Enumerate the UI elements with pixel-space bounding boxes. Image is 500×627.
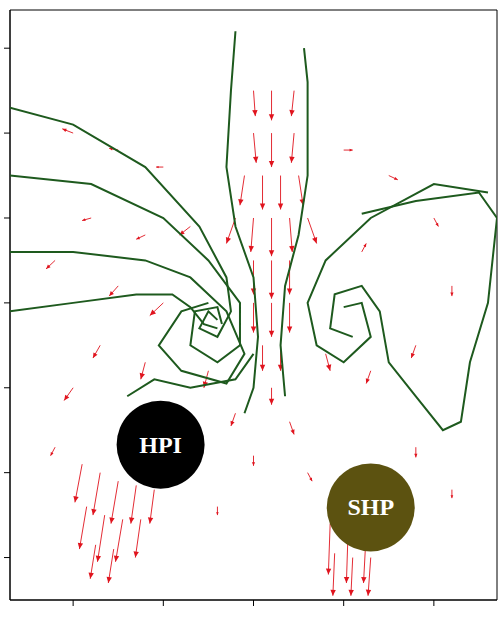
svg-text:HPI: HPI <box>139 432 182 458</box>
svg-text:SHP: SHP <box>347 494 394 520</box>
